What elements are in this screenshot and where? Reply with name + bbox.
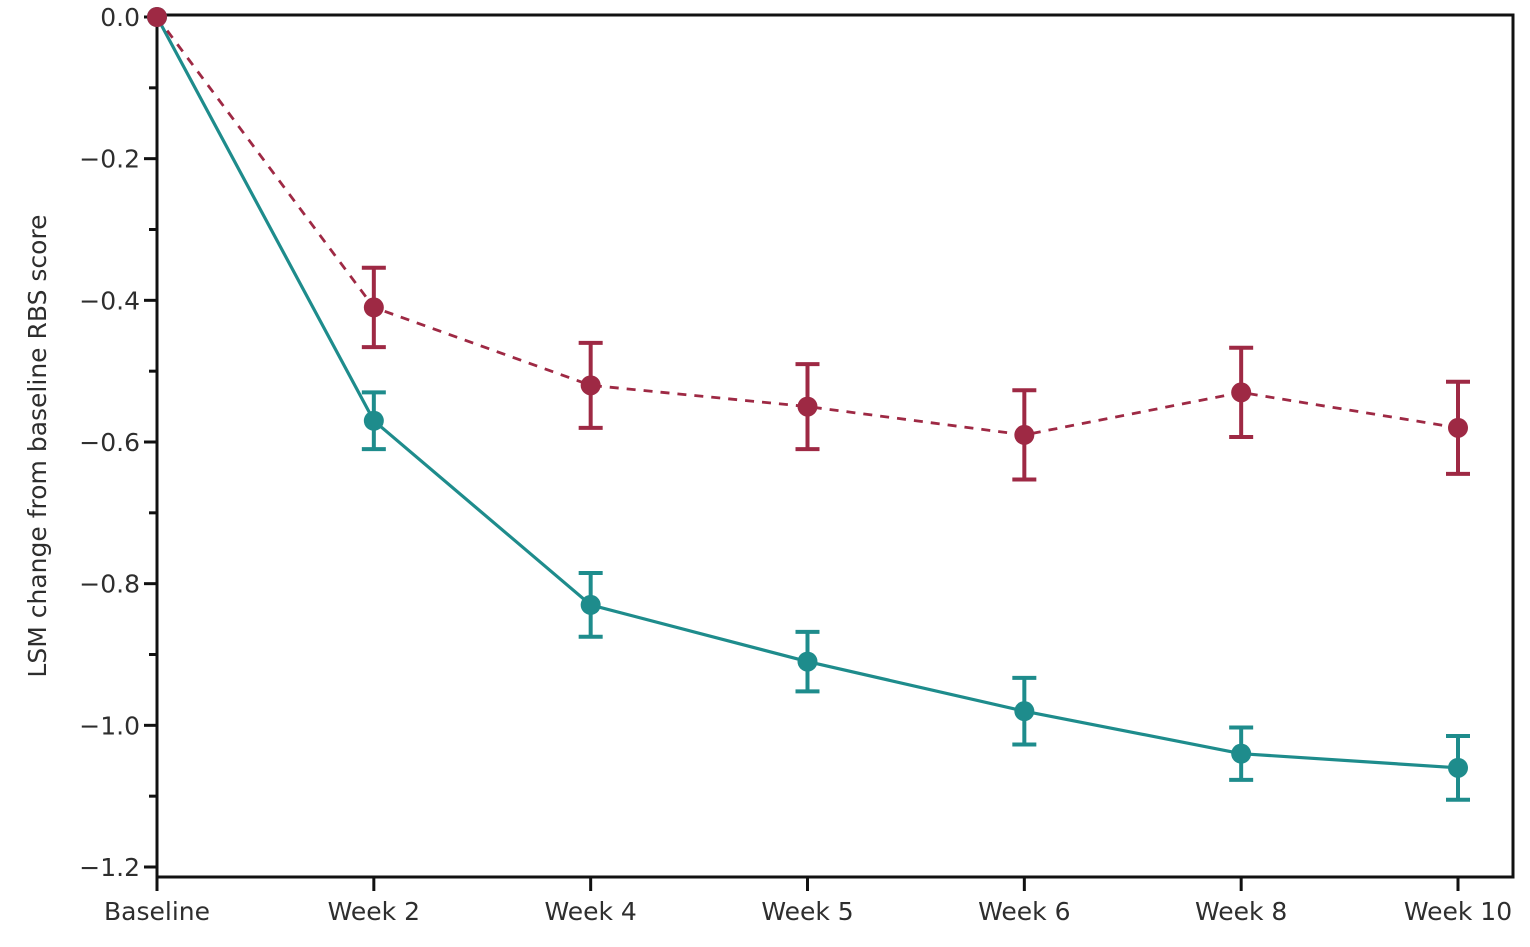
y-tick-label: −0.8 [79,570,140,599]
dashed-red-series-marker [580,375,601,396]
x-tick-label: Week 4 [544,897,636,926]
solid-teal-series-marker [1448,757,1468,778]
solid-teal-series-marker [580,594,601,615]
x-tick-label: Week 5 [761,897,853,926]
dashed-red-series-marker [147,7,167,27]
y-tick-label: −1.2 [79,853,140,882]
y-axis-title: LSM change from baseline RBS score [23,214,52,677]
y-tick-label: −0.2 [79,145,140,174]
y-tick-label: −0.6 [79,428,140,457]
dashed-red-series-marker [1448,417,1468,438]
dashed-red-series-marker [797,396,818,417]
y-tick-label: −1.0 [79,711,140,740]
dashed-red-series-marker [363,297,384,318]
x-tick-label: Week 6 [978,897,1070,926]
dashed-red-series-marker [1231,382,1252,403]
axes-layer: 0.0 −0.2 −0.4 −0.6 −0.8 −1.0 −1.2 Baseline Week … [79,3,1515,926]
dashed-red-series-marker [1014,424,1035,445]
x-tick-label: Baseline [104,897,210,926]
data-series-layer [147,7,1470,802]
x-tick-label: Week 2 [328,897,420,926]
y-tick-label: −0.4 [79,286,140,315]
solid-teal-series-marker [363,410,384,431]
x-tick-label: Week 8 [1195,897,1287,926]
plot-frame [155,13,1515,879]
solid-teal-series-marker [797,651,818,672]
y-tick-label: 0.0 [100,3,140,32]
solid-teal-series-marker [1014,701,1035,722]
x-tick-label: Week 10 [1404,897,1512,926]
solid-teal-series-marker [1231,743,1252,764]
